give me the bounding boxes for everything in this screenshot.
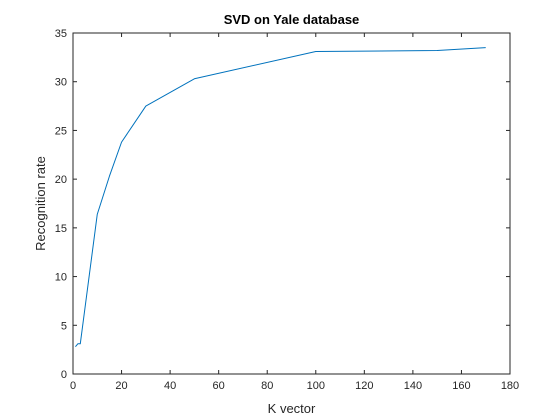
plot-area bbox=[73, 33, 510, 374]
series-line bbox=[75, 47, 486, 348]
axes-box bbox=[72, 32, 511, 375]
x-tick-label: 160 bbox=[452, 380, 470, 392]
x-tick-label: 20 bbox=[115, 380, 127, 392]
x-tick-label: 180 bbox=[501, 380, 519, 392]
x-axis-label: K vector bbox=[268, 401, 316, 416]
x-tick-label: 60 bbox=[213, 380, 225, 392]
y-axis: 0 5 10 15 20 25 30 35 bbox=[55, 28, 510, 381]
x-tick-label: 100 bbox=[307, 380, 325, 392]
x-tick-label: 80 bbox=[261, 380, 273, 392]
x-tick-label: 120 bbox=[355, 380, 373, 392]
y-tick-label: 15 bbox=[55, 223, 67, 235]
y-tick-label: 10 bbox=[55, 272, 67, 284]
x-tick-label: 140 bbox=[404, 380, 422, 392]
y-tick-label: 20 bbox=[55, 174, 67, 186]
x-axis: 0 20 40 60 80 100 120 140 160 180 bbox=[70, 33, 519, 392]
y-tick-label: 30 bbox=[55, 77, 67, 89]
x-tick-label: 0 bbox=[70, 380, 76, 392]
y-axis-label: Recognition rate bbox=[33, 156, 48, 251]
y-tick-label: 25 bbox=[55, 125, 67, 137]
y-tick-label: 35 bbox=[55, 28, 67, 40]
y-tick-label: 0 bbox=[61, 369, 67, 381]
series-layer bbox=[75, 47, 486, 348]
y-tick-label: 5 bbox=[61, 320, 67, 332]
chart-title: SVD on Yale database bbox=[224, 12, 360, 27]
x-tick-label: 40 bbox=[164, 380, 176, 392]
